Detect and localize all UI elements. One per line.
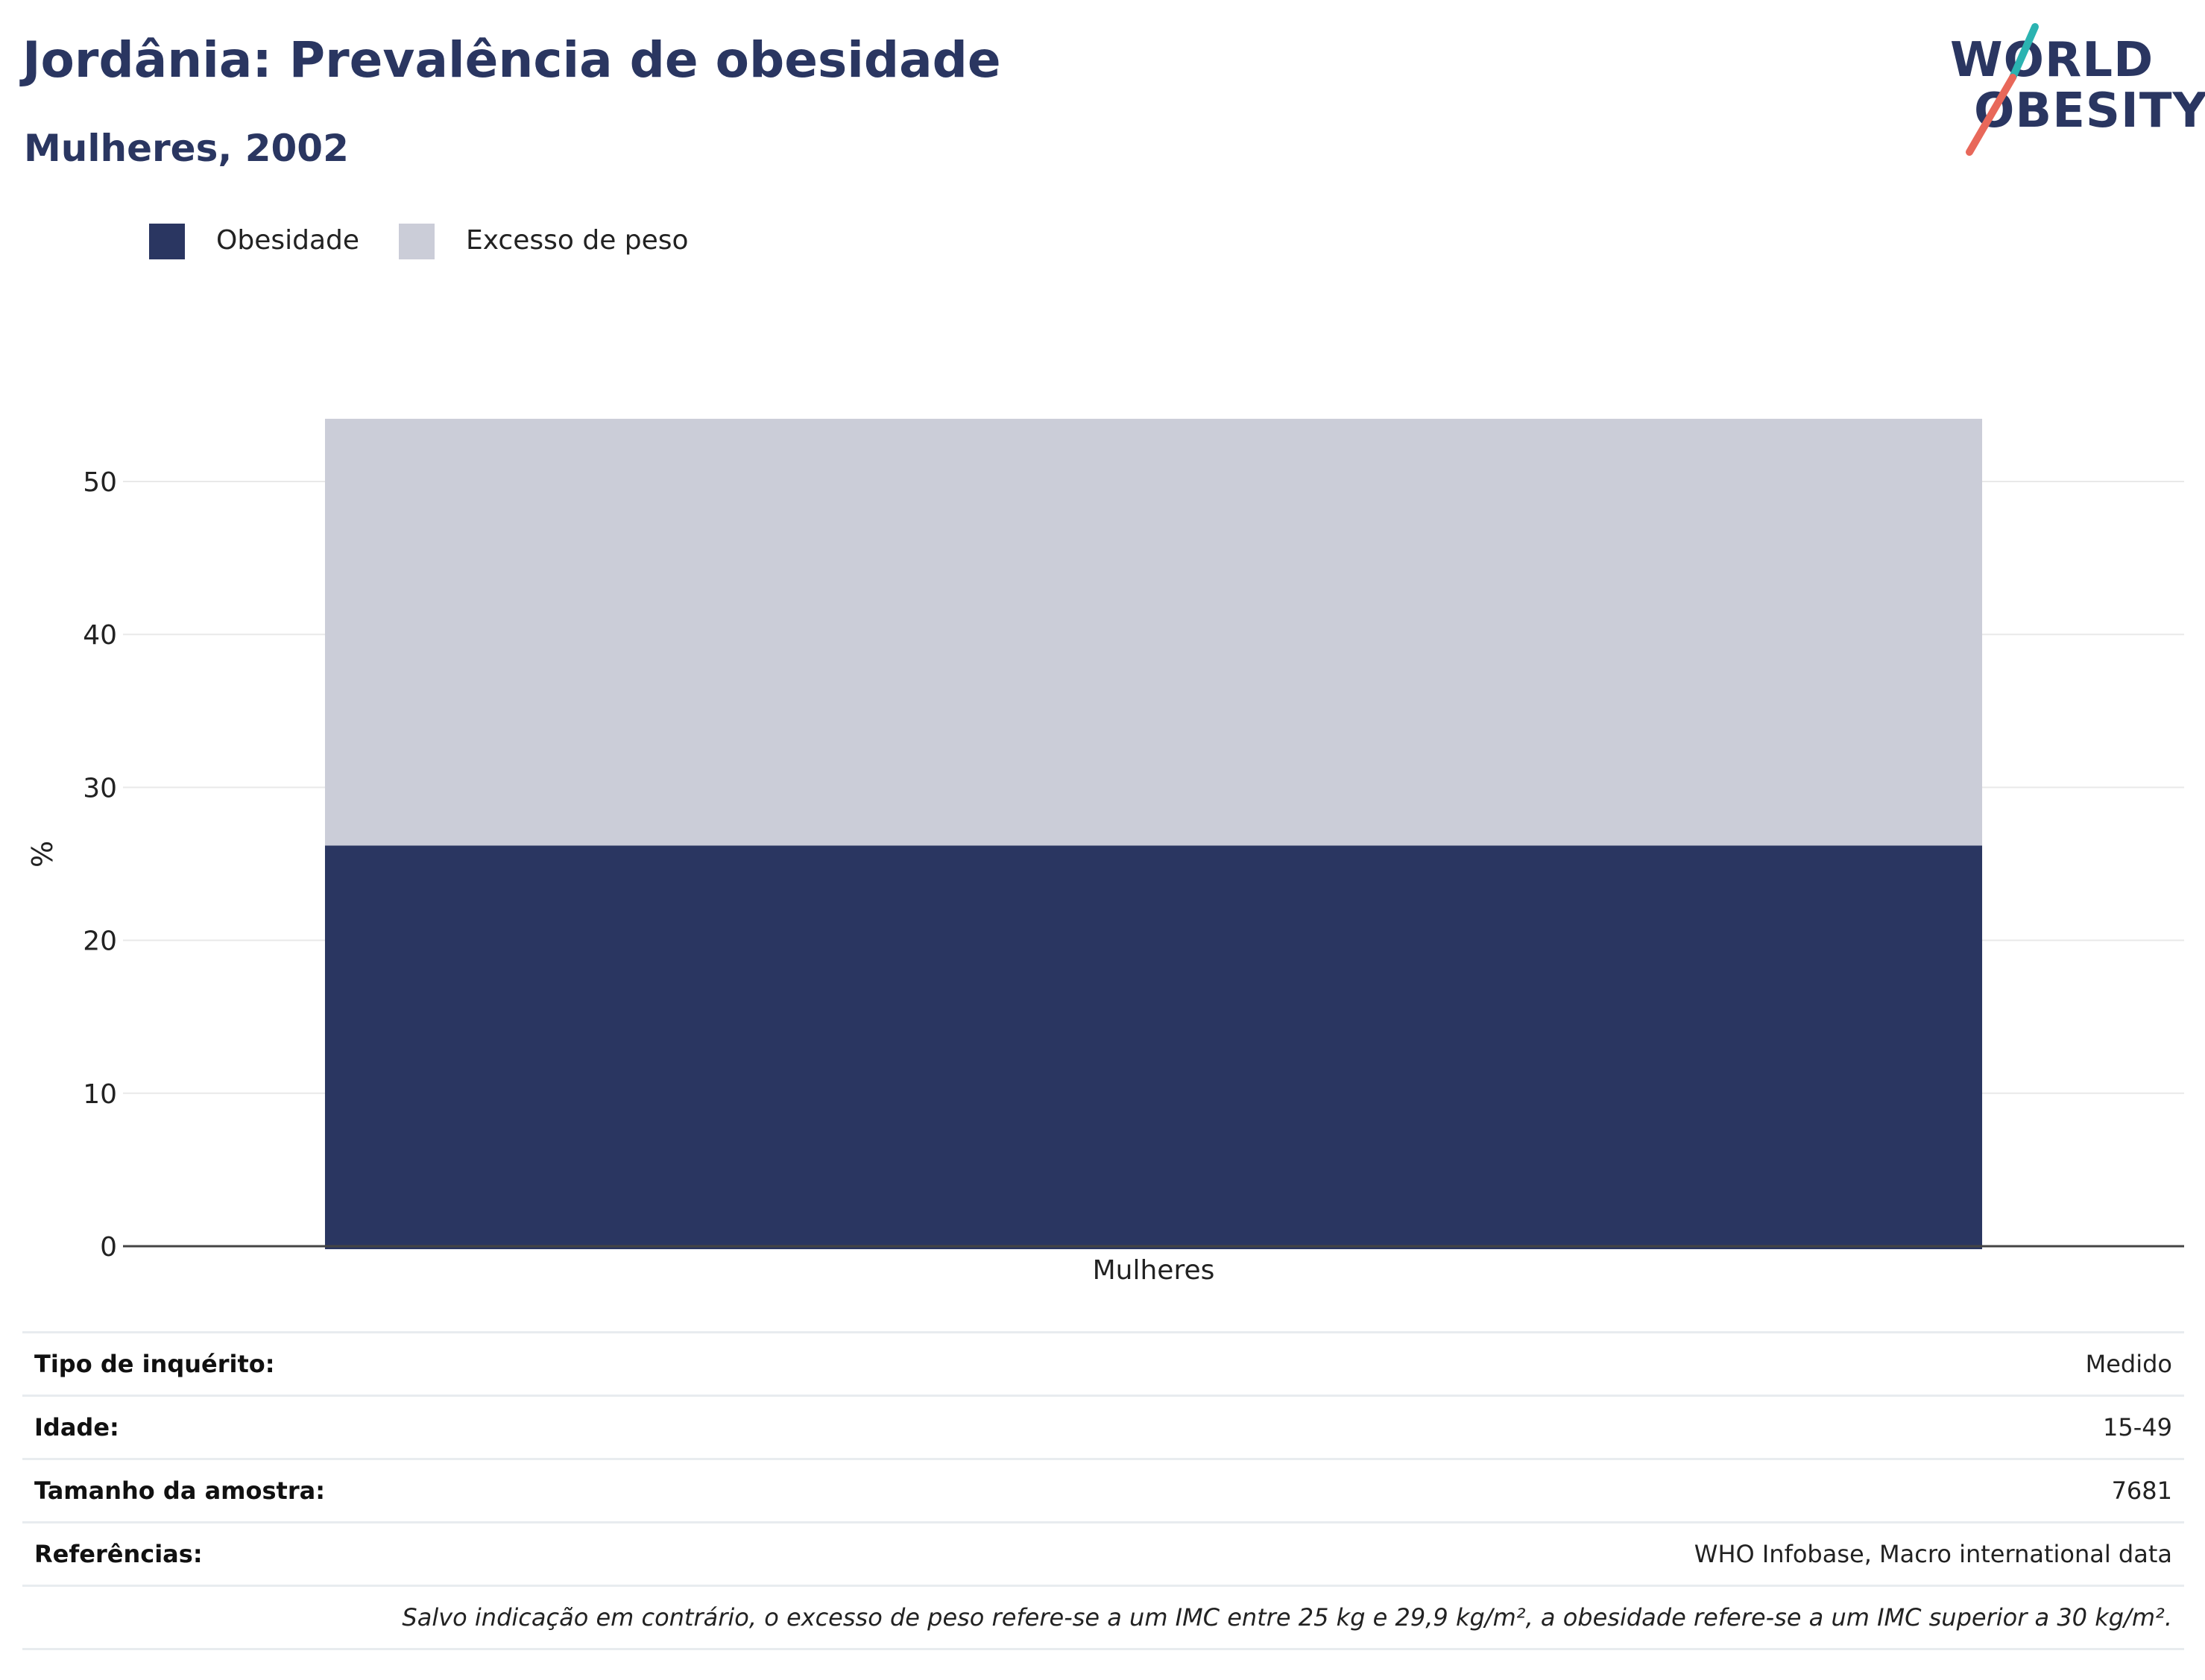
logo-slash-icon [1966,23,2039,156]
logo-text-world: WORLD [1950,33,2154,88]
y-tick-label-30: 30 [83,773,117,803]
chart-title: Jordânia: Prevalência de obesidade [22,31,1001,89]
y-tick-label-10: 10 [83,1079,117,1110]
y-tick-label-0: 0 [100,1232,117,1263]
y-tick-label-40: 40 [83,620,117,651]
y-tick-label-50: 50 [83,467,117,498]
info-row-references: Referências: WHO Infobase, Macro interna… [22,1521,2184,1585]
y-axis-title: % [26,841,59,868]
info-label: Tipo de inquérito: [34,1350,275,1378]
definition-note-row: Salvo indicação em contrário, o excesso … [22,1585,2184,1650]
legend-swatch-obesidade [149,224,185,259]
info-label: Referências: [34,1540,203,1568]
info-value: WHO Infobase, Macro international data [1694,1540,2172,1568]
axes: 0 10 20 30 40 50 Mulheres% [26,467,2184,1286]
legend-label-excesso-de-peso: Excesso de peso [466,225,689,256]
survey-info-table: Tipo de inquérito: Medido Idade: 15-49 T… [22,1331,2184,1650]
info-row-sample-size: Tamanho da amostra: 7681 [22,1458,2184,1521]
legend-swatch-excesso-de-peso [399,224,435,259]
legend-label-obesidade: Obesidade [216,225,360,256]
bars [324,418,1983,1249]
info-value: 15-49 [2103,1413,2172,1441]
info-value: Medido [2085,1350,2172,1378]
y-tick-label-20: 20 [83,926,117,957]
info-value: 7681 [2111,1477,2172,1505]
chart-subtitle: Mulheres, 2002 [24,127,349,170]
logo-text-obesity: OBESITY [1974,83,2205,139]
info-row-survey-type: Tipo de inquérito: Medido [22,1331,2184,1395]
info-row-age: Idade: 15-49 [22,1395,2184,1458]
x-tick-label-mulheres: Mulheres [1093,1255,1215,1286]
world-obesity-logo: WORLD OBESITY [1938,18,2205,160]
info-label: Idade: [34,1413,119,1441]
stacked-bar-chart: 0 10 20 30 40 50 Mulheres% [26,418,2184,1286]
info-label: Tamanho da amostra: [34,1477,325,1505]
bar-obesidade-mulheres[interactable] [324,845,1983,1249]
definition-note: Salvo indicação em contrário, o excesso … [402,1603,2172,1632]
bar-excesso-de-peso-mulheres[interactable] [324,418,1983,846]
